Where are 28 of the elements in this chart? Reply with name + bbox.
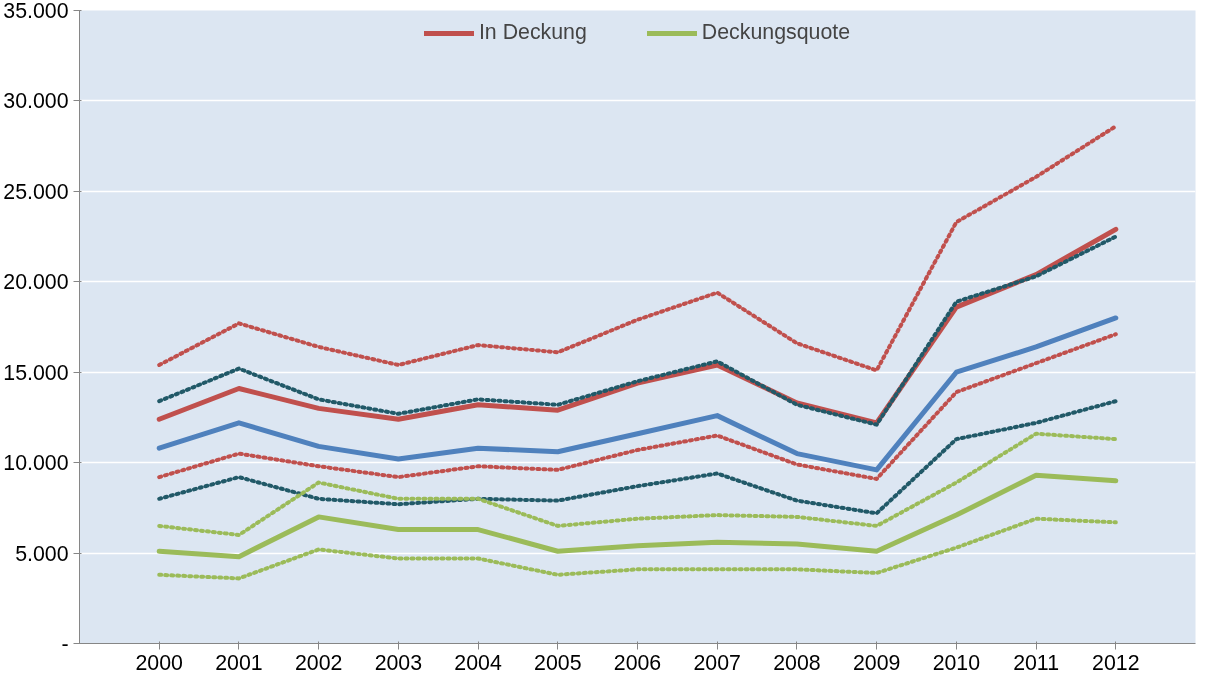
y-tick-label: 5.000 — [15, 541, 69, 566]
legend-label: Deckungsquote — [701, 20, 851, 45]
y-tick-label: 30.000 — [3, 89, 69, 114]
x-tick-label: 2012 — [1092, 650, 1140, 675]
y-tick-label: 35.000 — [3, 0, 69, 23]
line-series — [157, 516, 1118, 581]
x-tick-label: 2009 — [852, 650, 901, 675]
x-tick-label: 2003 — [374, 650, 423, 675]
y-tick-label: 10.000 — [3, 451, 69, 476]
x-tick-label: 2001 — [215, 650, 263, 675]
line-series — [157, 332, 1118, 481]
x-tick-label: 2010 — [932, 650, 981, 675]
x-tick-label: 2011 — [1013, 650, 1060, 675]
line-series — [157, 431, 1118, 537]
line-series — [157, 399, 1118, 516]
x-tick-label: 2006 — [613, 650, 662, 675]
line-series — [157, 124, 1118, 373]
y-tick-label: - — [61, 632, 69, 656]
x-tick-label: 2008 — [773, 650, 821, 675]
x-tick-label: 2004 — [454, 650, 502, 675]
y-tick-label: 15.000 — [3, 360, 69, 385]
x-tick-label: 2007 — [693, 650, 741, 675]
y-tick-label: 25.000 — [3, 179, 69, 204]
x-tick-label: 2002 — [294, 650, 343, 675]
x-tick-label: 2000 — [135, 650, 184, 675]
y-tick-label: 20.000 — [3, 270, 69, 295]
legend-label: In Deckung — [478, 20, 587, 45]
x-tick-label: 2005 — [534, 650, 582, 675]
